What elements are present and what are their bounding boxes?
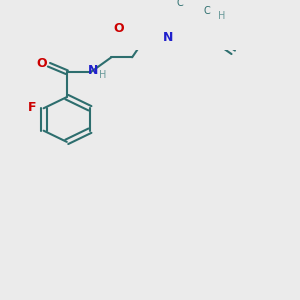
Text: C: C (203, 5, 210, 16)
Text: F: F (28, 100, 36, 113)
Text: O: O (36, 57, 47, 70)
Text: C: C (176, 0, 183, 8)
Text: O: O (113, 22, 124, 35)
Text: N: N (163, 31, 173, 44)
Text: H: H (218, 11, 225, 21)
Text: H: H (99, 70, 106, 80)
Text: N: N (88, 64, 99, 77)
